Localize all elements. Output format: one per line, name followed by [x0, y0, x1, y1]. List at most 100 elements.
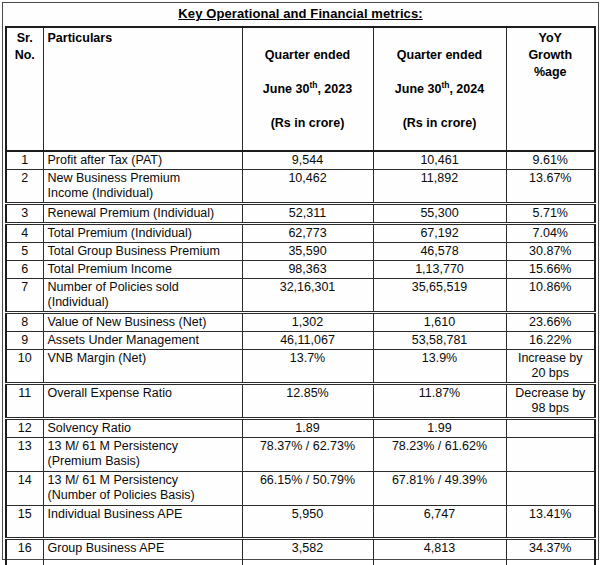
- cell-q1-2023: 46,11,067: [242, 332, 373, 350]
- cell-particulars: Renewal Premium (Individual): [43, 204, 242, 224]
- cell-q1-2023: 13.7%: [242, 350, 373, 384]
- cell-q1-2023: 1.89: [242, 419, 373, 438]
- header-quarter-2023-line2: June 30th, 2023: [247, 81, 369, 98]
- header-sr-no: Sr. No.: [6, 27, 43, 151]
- header-quarter-2024-date: June 30: [395, 82, 442, 96]
- cell-q1-2023: 5,950: [242, 506, 373, 539]
- cell-sr-no: 6: [6, 261, 43, 279]
- cell-q1-2024: 11.87%: [373, 384, 506, 419]
- header-row: Sr. No. Particulars Quarter ended June 3…: [6, 27, 595, 151]
- cell-q1-2024: 1,13,770: [373, 261, 506, 279]
- cell-sr-no: 15: [6, 506, 43, 539]
- cell-q1-2023: 3,582: [242, 539, 373, 565]
- table-row: 13 13 M/ 61 M Persistency (Premium Basis…: [6, 438, 595, 472]
- cell-q1-2024: 4,813: [373, 539, 506, 565]
- cell-q1-2023: 32,16,301: [242, 279, 373, 313]
- cell-yoy-growth: 15.66%: [506, 261, 595, 279]
- cell-yoy-growth: 23.66%: [506, 313, 595, 332]
- cell-particulars: Profit after Tax (PAT): [43, 151, 242, 170]
- cell-yoy-growth: [506, 472, 595, 506]
- cell-particulars: Total Premium (Individual): [43, 224, 242, 243]
- cell-sr-no: 10: [6, 350, 43, 384]
- table-row: 15 Individual Business APE 5,950 6,747 1…: [6, 506, 595, 539]
- cell-particulars: Value of New Business (Net): [43, 313, 242, 332]
- cell-sr-no: 5: [6, 243, 43, 261]
- header-quarter-2024: Quarter ended June 30th, 2024 (Rs in cro…: [373, 27, 506, 151]
- cell-sr-no: 3: [6, 204, 43, 224]
- cell-sr-no: 16: [6, 539, 43, 565]
- cell-q1-2024: 78.23% / 61.62%: [373, 438, 506, 472]
- cell-q1-2024: 67.81% / 49.39%: [373, 472, 506, 506]
- table-row: 16 Group Business APE 3,582 4,813 34.37%: [6, 539, 595, 565]
- cell-q1-2024: 1,610: [373, 313, 506, 332]
- cell-particulars: Assets Under Management: [43, 332, 242, 350]
- cell-yoy-growth: Increase by 20 bps: [506, 350, 595, 384]
- header-quarter-2023-year: , 2023: [317, 82, 352, 96]
- table-header: Sr. No. Particulars Quarter ended June 3…: [6, 27, 595, 151]
- cell-yoy-growth: 13.41%: [506, 506, 595, 539]
- cell-yoy-growth: 7.04%: [506, 224, 595, 243]
- table-title: Key Operational and Financial metrics:: [3, 3, 598, 26]
- cell-particulars: Number of Policies sold (Individual): [43, 279, 242, 313]
- header-quarter-2023: Quarter ended June 30th, 2023 (Rs in cro…: [242, 27, 373, 151]
- cell-particulars: Group Business APE: [43, 539, 242, 565]
- cell-particulars: VNB Margin (Net): [43, 350, 242, 384]
- table-row: 10 VNB Margin (Net) 13.7% 13.9% Increase…: [6, 350, 595, 384]
- header-quarter-2024-line1: Quarter ended: [378, 47, 502, 64]
- header-quarter-2023-date: June 30: [263, 82, 310, 96]
- cell-sr-no: 1: [6, 151, 43, 170]
- table-row: 3 Renewal Premium (Individual) 52,311 55…: [6, 204, 595, 224]
- cell-particulars: Solvency Ratio: [43, 419, 242, 438]
- cell-yoy-growth: [506, 438, 595, 472]
- cell-yoy-growth: 34.37%: [506, 539, 595, 565]
- table-row: 5 Total Group Business Premium 35,590 46…: [6, 243, 595, 261]
- cell-yoy-growth: 30.87%: [506, 243, 595, 261]
- cell-particulars: Individual Business APE: [43, 506, 242, 539]
- cell-q1-2024: 55,300: [373, 204, 506, 224]
- table-row: 11 Overall Expense Ratio 12.85% 11.87% D…: [6, 384, 595, 419]
- cell-q1-2024: 10,461: [373, 151, 506, 170]
- table-row: 12 Solvency Ratio 1.89 1.99: [6, 419, 595, 438]
- cell-yoy-growth: Decrease by 98 bps: [506, 384, 595, 419]
- cell-q1-2024: 35,65,519: [373, 279, 506, 313]
- table-row: 14 13 M/ 61 M Persistency (Number of Pol…: [6, 472, 595, 506]
- cell-q1-2023: 78.37% / 62.73%: [242, 438, 373, 472]
- cell-q1-2023: 98,363: [242, 261, 373, 279]
- cell-q1-2023: 12.85%: [242, 384, 373, 419]
- metrics-table: Sr. No. Particulars Quarter ended June 3…: [5, 26, 596, 565]
- table-body: 1 Profit after Tax (PAT) 9,544 10,461 9.…: [6, 151, 595, 565]
- table-row: 7 Number of Policies sold (Individual) 3…: [6, 279, 595, 313]
- table-row: 9 Assets Under Management 46,11,067 53,5…: [6, 332, 595, 350]
- cell-sr-no: 12: [6, 419, 43, 438]
- cell-yoy-growth: [506, 419, 595, 438]
- cell-yoy-growth: 5.71%: [506, 204, 595, 224]
- cell-q1-2024: 11,892: [373, 170, 506, 204]
- table-row: 6 Total Premium Income 98,363 1,13,770 1…: [6, 261, 595, 279]
- cell-sr-no: 9: [6, 332, 43, 350]
- cell-particulars: 13 M/ 61 M Persistency (Premium Basis): [43, 438, 242, 472]
- table-row: 4 Total Premium (Individual) 62,773 67,1…: [6, 224, 595, 243]
- cell-particulars: 13 M/ 61 M Persistency (Number of Polici…: [43, 472, 242, 506]
- cell-yoy-growth: 13.67%: [506, 170, 595, 204]
- cell-q1-2024: 1.99: [373, 419, 506, 438]
- table-row: 1 Profit after Tax (PAT) 9,544 10,461 9.…: [6, 151, 595, 170]
- cell-sr-no: 13: [6, 438, 43, 472]
- cell-particulars: Total Group Business Premium: [43, 243, 242, 261]
- cell-q1-2023: 9,544: [242, 151, 373, 170]
- table-row: 8 Value of New Business (Net) 1,302 1,61…: [6, 313, 595, 332]
- cell-q1-2023: 35,590: [242, 243, 373, 261]
- cell-q1-2023: 66.15% / 50.79%: [242, 472, 373, 506]
- cell-q1-2024: 53,58,781: [373, 332, 506, 350]
- cell-q1-2023: 1,302: [242, 313, 373, 332]
- table-row: 2 New Business Premium Income (Individua…: [6, 170, 595, 204]
- cell-sr-no: 14: [6, 472, 43, 506]
- cell-sr-no: 7: [6, 279, 43, 313]
- cell-yoy-growth: 9.61%: [506, 151, 595, 170]
- cell-q1-2024: 13.9%: [373, 350, 506, 384]
- header-yoy-growth: YoY Growth %age: [506, 27, 595, 151]
- cell-sr-no: 4: [6, 224, 43, 243]
- cell-particulars: New Business Premium Income (Individual): [43, 170, 242, 204]
- document-page: Key Operational and Financial metrics: S…: [2, 2, 599, 560]
- cell-q1-2024: 46,578: [373, 243, 506, 261]
- cell-yoy-growth: 16.22%: [506, 332, 595, 350]
